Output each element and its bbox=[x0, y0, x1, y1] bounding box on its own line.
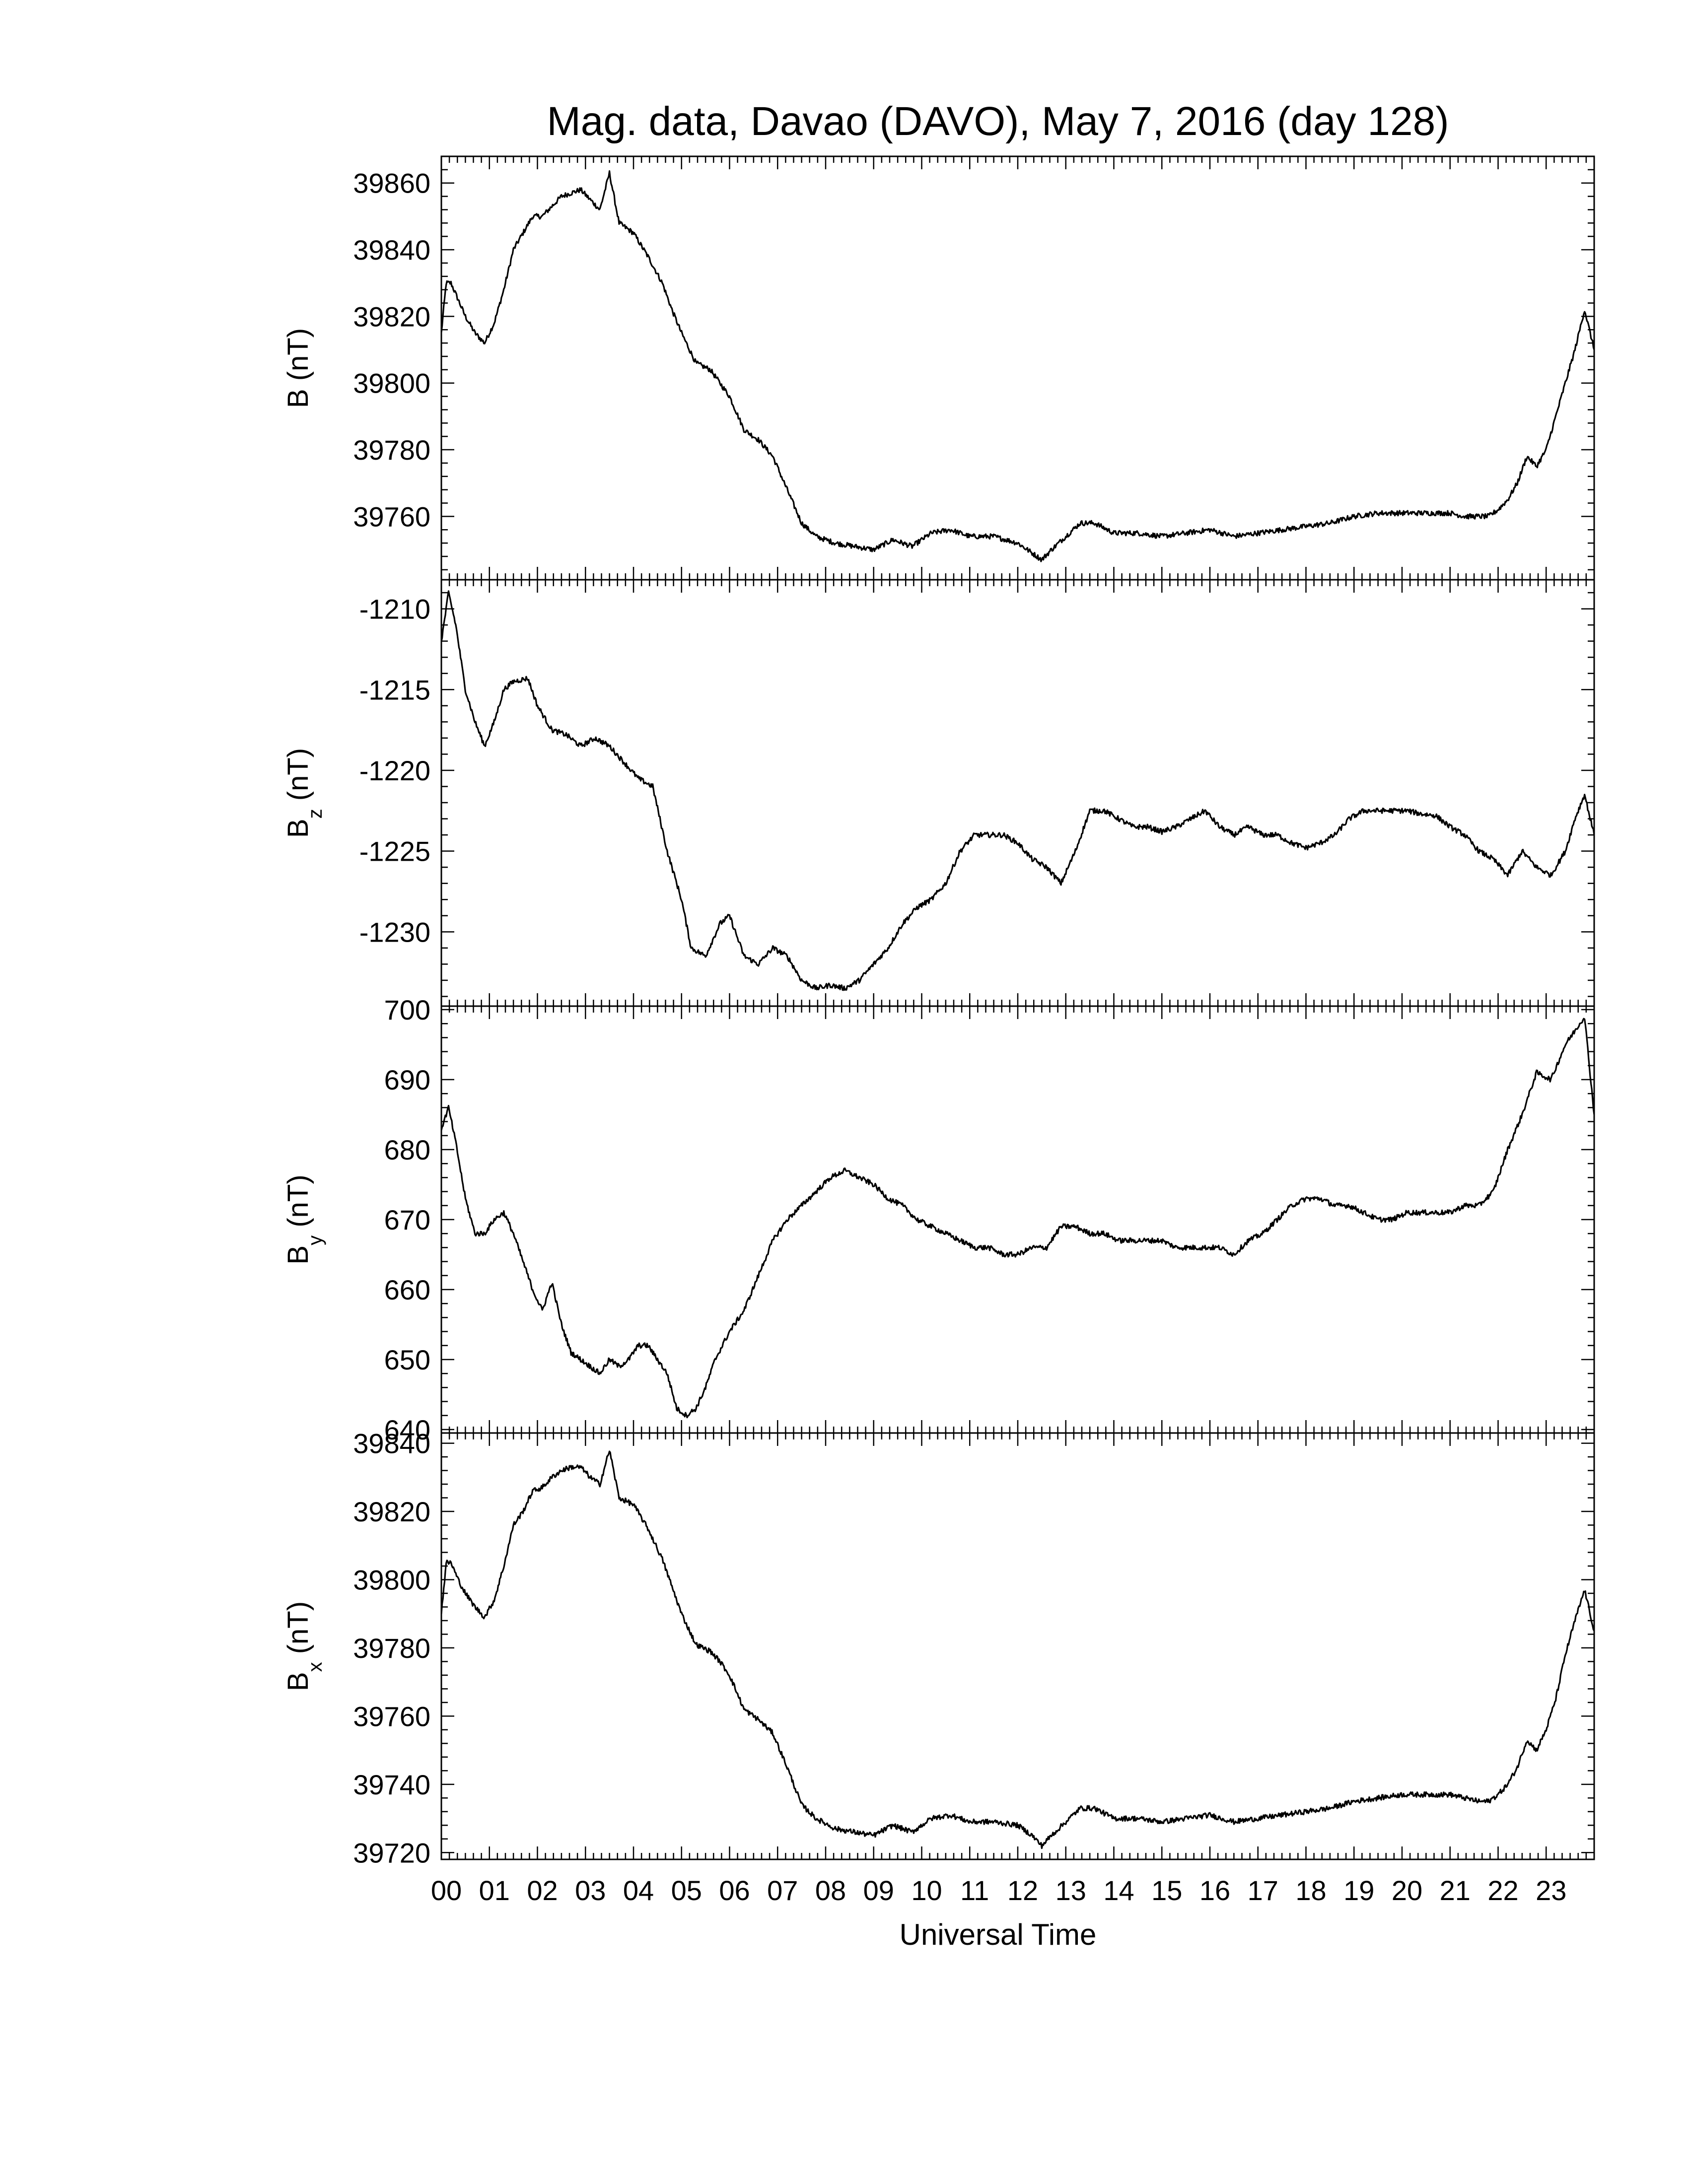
y-tick-label: 680 bbox=[384, 1134, 430, 1165]
y-axis-label-Bx: Bx (nT) bbox=[282, 1601, 326, 1691]
y-tick-label: 39760 bbox=[353, 1701, 430, 1732]
x-tick-label: 20 bbox=[1392, 1875, 1422, 1906]
y-tick-label: 640 bbox=[384, 1414, 430, 1445]
y-tick-label: 39860 bbox=[353, 168, 430, 199]
y-tick-label: 39820 bbox=[353, 1496, 430, 1527]
x-tick-label: 14 bbox=[1103, 1875, 1134, 1906]
y-tick-label: 650 bbox=[384, 1344, 430, 1375]
y-tick-label: 660 bbox=[384, 1274, 430, 1305]
y-tick-label: 670 bbox=[384, 1204, 430, 1235]
y-axis-label-B: B (nT) bbox=[282, 328, 314, 408]
y-tick-label: -1220 bbox=[359, 755, 430, 786]
x-tick-label: 16 bbox=[1199, 1875, 1230, 1906]
x-axis-label: Universal Time bbox=[900, 1918, 1097, 1951]
series-line-By bbox=[441, 1018, 1594, 1419]
x-tick-label: 19 bbox=[1343, 1875, 1374, 1906]
x-tick-labels: 00 01 02 03 04 05 06 07 08 09 10 11 12 13 14 15 16 17 18 19… bbox=[431, 1875, 1567, 1906]
x-tick-label: 15 bbox=[1151, 1875, 1182, 1906]
series-line-Bx bbox=[441, 1450, 1594, 1849]
x-tick-label: 02 bbox=[527, 1875, 558, 1906]
y-tick-label: -1225 bbox=[359, 836, 430, 867]
x-tick-label: 21 bbox=[1440, 1875, 1471, 1906]
series-line-Bz bbox=[441, 590, 1594, 991]
y-tick-label: 39780 bbox=[353, 1633, 430, 1664]
y-axis-label-Bz: Bz (nT) bbox=[282, 748, 326, 838]
x-tick-label: 17 bbox=[1248, 1875, 1278, 1906]
x-tick-label: 03 bbox=[575, 1875, 606, 1906]
x-tick-label: 08 bbox=[815, 1875, 846, 1906]
y-tick-label: 39820 bbox=[353, 301, 430, 332]
chart-title: Mag. data, Davao (DAVO), May 7, 2016 (da… bbox=[547, 99, 1449, 144]
x-tick-label: 09 bbox=[863, 1875, 894, 1906]
x-tick-label: 05 bbox=[671, 1875, 702, 1906]
x-tick-label: 01 bbox=[479, 1875, 510, 1906]
x-tick-label: 07 bbox=[767, 1875, 798, 1906]
y-tick-label: -1230 bbox=[359, 916, 430, 948]
x-tick-label: 12 bbox=[1007, 1875, 1038, 1906]
y-tick-label: 39840 bbox=[353, 234, 430, 266]
x-tick-label: 23 bbox=[1536, 1875, 1566, 1906]
panel-By: 640 650 660 670 680 690 700 By (nT) bbox=[282, 994, 1595, 1445]
y-tick-label: 39760 bbox=[353, 501, 430, 532]
x-tick-label: 11 bbox=[960, 1875, 989, 1906]
y-tick-label: 39720 bbox=[353, 1837, 430, 1868]
x-tick-label: 10 bbox=[911, 1875, 942, 1906]
y-tick-label: 39800 bbox=[353, 1564, 430, 1595]
panel-B: 39760 39780 39800 39820 39840 39860 B (nT) bbox=[282, 155, 1595, 581]
x-tick-label: 18 bbox=[1295, 1875, 1326, 1906]
series-line-B bbox=[441, 170, 1594, 562]
x-tick-label: 22 bbox=[1487, 1875, 1518, 1906]
x-tick-label: 06 bbox=[719, 1875, 750, 1906]
panel-Bx: 39720 39740 39760 39780 39800 39820 39840 Bx (n… bbox=[282, 1428, 1595, 1868]
x-tick-label: 13 bbox=[1055, 1875, 1086, 1906]
x-tick-label: 04 bbox=[623, 1875, 654, 1906]
y-tick-label: 690 bbox=[384, 1064, 430, 1095]
panels-group: 39760 39780 39800 39820 39840 39860 B (nT) -121… bbox=[282, 155, 1595, 1868]
y-tick-label: -1215 bbox=[359, 674, 430, 705]
y-axis-label-By: By (nT) bbox=[282, 1174, 326, 1264]
y-tick-label: 39800 bbox=[353, 368, 430, 399]
y-tick-label: -1210 bbox=[359, 594, 430, 625]
x-tick-label: 00 bbox=[431, 1875, 462, 1906]
y-tick-label: 39740 bbox=[353, 1769, 430, 1800]
y-tick-label: 39780 bbox=[353, 434, 430, 466]
y-tick-label: 39840 bbox=[353, 1428, 430, 1459]
y-tick-label: 700 bbox=[384, 994, 430, 1025]
